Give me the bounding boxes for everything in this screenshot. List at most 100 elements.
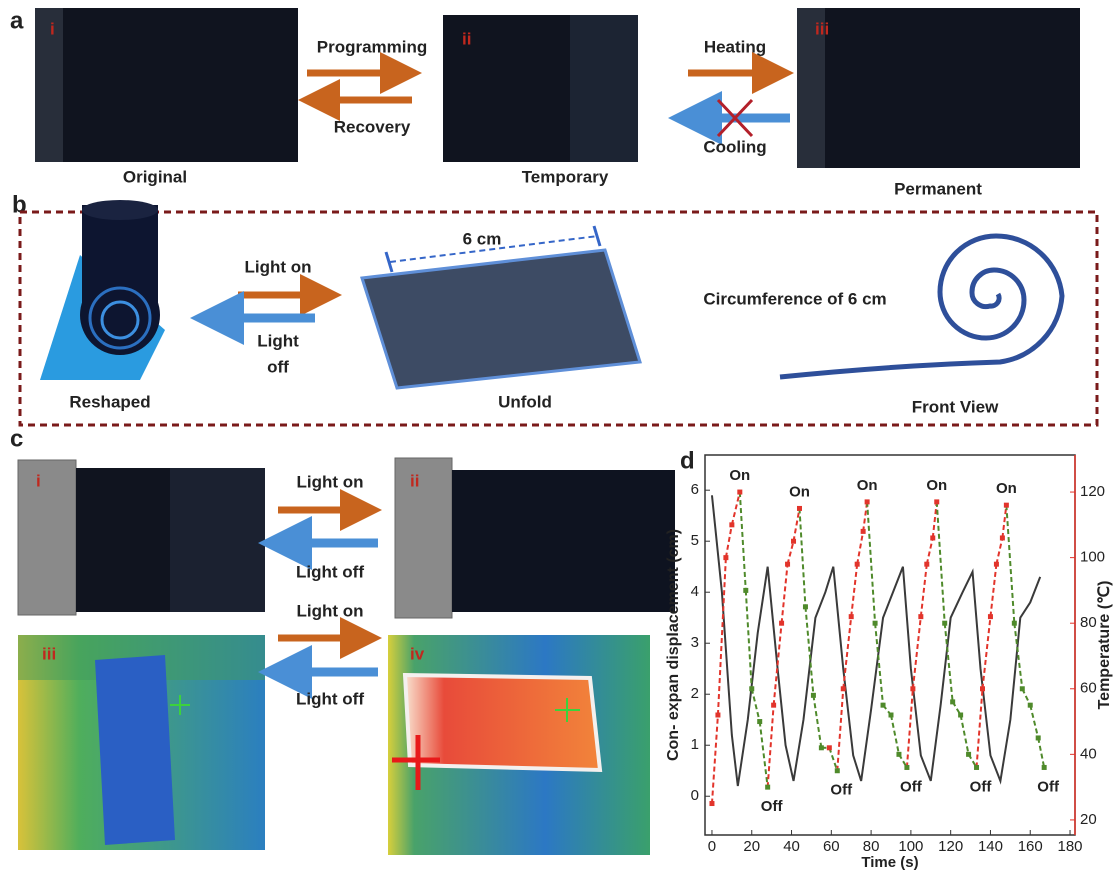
photo [797,8,1080,168]
y-tick-label: 0 [691,787,699,804]
arrow-label: Programming [317,37,428,56]
marker [1028,703,1033,708]
line-segment [768,705,774,787]
plate [362,250,640,388]
photo [452,470,675,612]
panel-label: d [680,447,695,474]
annotation: On [789,483,810,500]
annotation: On [996,480,1017,497]
line-segment [907,689,913,768]
annotation: On [729,467,750,484]
line-segment [794,508,800,541]
line-segment [867,502,875,623]
image-tag: i [36,471,41,490]
marker [904,765,909,770]
x-tick-label: 140 [978,838,1003,855]
annotation: Off [900,778,923,795]
marker [881,703,886,708]
panel-label: c [10,425,23,452]
line-segment [740,492,746,590]
marker [841,686,846,691]
line-segment [933,502,937,538]
arrow-label: Light on [296,601,363,620]
line-segment [760,722,768,788]
x-tick-label: 20 [743,838,760,855]
marker [785,562,790,567]
photo [35,8,298,162]
clamp [18,460,76,615]
y-tick-label: 4 [691,583,699,600]
marker [966,752,971,757]
y2-tick-label: 120 [1080,483,1105,500]
marker [1012,621,1017,626]
arrow-label: Recovery [334,117,411,136]
marker [980,686,985,691]
y-tick-label: 3 [691,634,699,651]
marker [855,562,860,567]
panel-label: b [12,191,27,218]
marker [757,719,762,724]
marker [865,499,870,504]
marker [1000,535,1005,540]
y2-tick-label: 60 [1080,680,1097,697]
marker [958,713,963,718]
photo-detail [570,15,638,162]
marker [749,686,754,691]
arrow-label: Light on [296,472,363,491]
dimension-label: 6 cm [463,229,502,248]
marker [1004,503,1009,508]
marker [888,713,893,718]
x-tick-label: 0 [708,838,716,855]
line-segment [1006,505,1014,623]
arrow-label: Light off [296,689,364,708]
y2-tick-label: 80 [1080,614,1097,631]
caption: Unfold [498,392,552,411]
panel-label: a [10,7,24,34]
line-segment [990,564,996,616]
line-segment [851,564,857,616]
marker [765,785,770,790]
y-tick-label: 6 [691,481,699,498]
thermal-detail [405,675,600,770]
figure: a i Original Programming Recovery ii Tem… [0,0,1120,871]
marker [930,535,935,540]
marker [950,699,955,704]
y2-axis-title: Temperature (℃) [1096,581,1113,710]
marker [737,490,742,495]
marker [918,614,923,619]
caption: Original [123,167,187,186]
annotation: Off [1037,778,1060,795]
marker [723,555,728,560]
x-tick-label: 60 [823,838,840,855]
image-tag: ii [410,471,419,490]
marker [715,713,720,718]
roll [82,205,158,315]
line-segment [799,508,805,606]
annotation: Off [970,778,993,795]
roll [82,200,158,220]
arrow-label: Light off [296,562,364,581]
marker [835,768,840,773]
chart: 0204060801001201401601800123456204060801… [665,455,1113,871]
line-segment [921,564,927,616]
marker [1020,686,1025,691]
line-segment [937,502,945,623]
marker [861,529,866,534]
y-axis-title: Con- expan displacement (cm) [665,529,682,761]
marker [797,506,802,511]
line-segment [1030,705,1038,738]
marker [743,588,748,593]
y2-tick-label: 100 [1080,549,1105,566]
x-tick-label: 100 [898,838,923,855]
y-tick-label: 2 [691,685,699,702]
image-tag: ii [462,29,471,48]
line-segment [712,715,718,804]
y-tick-label: 1 [691,736,699,753]
marker [873,621,878,626]
marker [771,703,776,708]
marker [827,745,832,750]
caption: Reshaped [69,392,150,411]
y-tick-label: 5 [691,532,699,549]
x-tick-label: 160 [1018,838,1043,855]
marker [924,562,929,567]
